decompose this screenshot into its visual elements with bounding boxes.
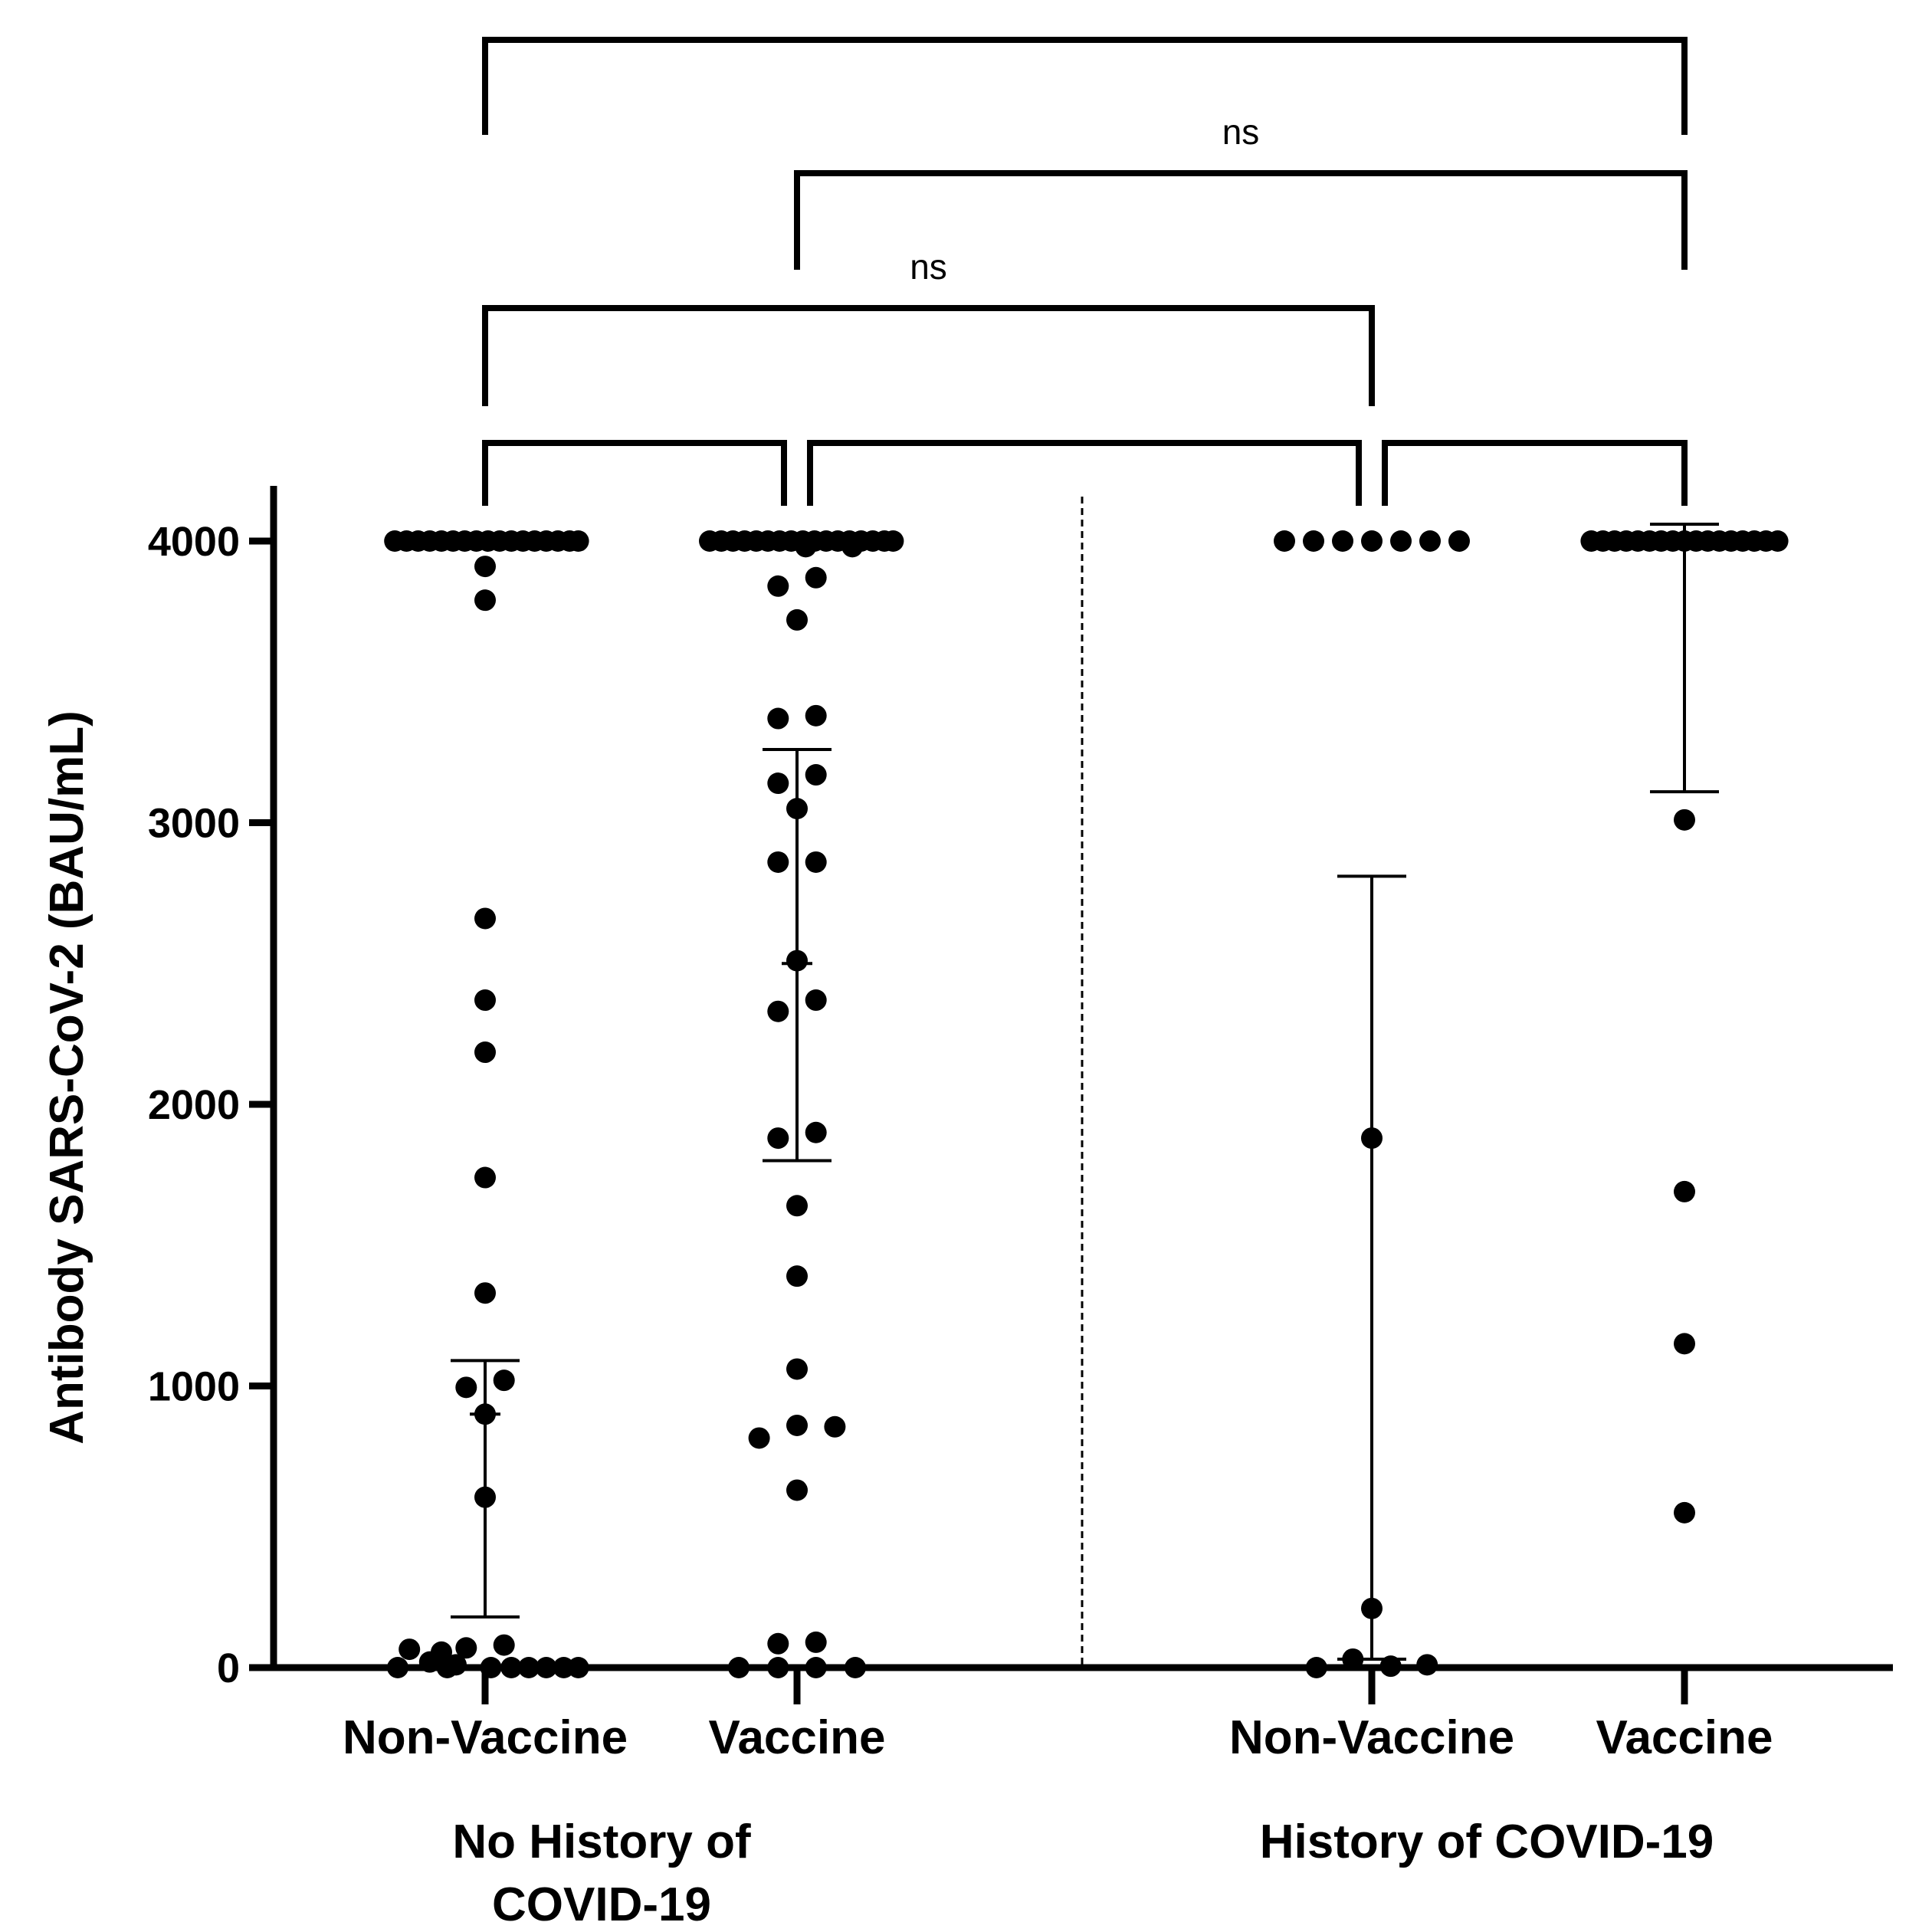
data-point bbox=[474, 1041, 496, 1064]
significance-label: ns bbox=[1222, 112, 1260, 152]
data-point bbox=[474, 1282, 496, 1304]
data-point bbox=[474, 589, 496, 612]
group-label: COVID-19 bbox=[492, 1878, 711, 1931]
data-point bbox=[767, 1127, 789, 1150]
data-point bbox=[786, 1265, 808, 1287]
data-point bbox=[1674, 1501, 1695, 1524]
category-label: Non-Vaccine bbox=[1229, 1711, 1514, 1764]
y-tick-label: 1000 bbox=[148, 1364, 240, 1410]
data-point bbox=[824, 1415, 846, 1438]
y-tick-label: 2000 bbox=[148, 1082, 240, 1128]
data-point bbox=[1303, 530, 1324, 552]
data-point bbox=[786, 1479, 808, 1501]
data-point bbox=[1766, 530, 1789, 552]
group-label: No History of bbox=[452, 1816, 751, 1868]
data-point bbox=[786, 950, 808, 972]
data-point bbox=[474, 1166, 496, 1189]
significance-brackets bbox=[482, 37, 1688, 506]
data-point bbox=[786, 608, 808, 631]
data-point bbox=[805, 764, 827, 786]
category-label: Vaccine bbox=[1596, 1711, 1773, 1764]
data-point bbox=[493, 1634, 515, 1656]
data-point bbox=[1419, 530, 1441, 552]
data-point bbox=[1448, 530, 1470, 552]
data-point bbox=[805, 704, 827, 727]
data-point bbox=[567, 530, 589, 552]
data-point bbox=[805, 566, 827, 589]
data-point bbox=[805, 851, 827, 873]
group-label: History of COVID-19 bbox=[1260, 1816, 1714, 1868]
data-point bbox=[399, 1638, 421, 1661]
comparison-bracket bbox=[807, 440, 1362, 506]
data-point bbox=[474, 1486, 496, 1508]
data-point bbox=[1361, 1127, 1383, 1150]
data-point bbox=[493, 1369, 515, 1392]
error-bars bbox=[451, 522, 1719, 1661]
data-point bbox=[474, 907, 496, 930]
data-point bbox=[1274, 530, 1295, 552]
data-point bbox=[786, 798, 808, 820]
data-point bbox=[767, 1000, 789, 1022]
comparison-bracket bbox=[482, 305, 1375, 406]
data-point bbox=[455, 1637, 477, 1659]
comparison-bracket bbox=[794, 170, 1688, 270]
comparison-bracket bbox=[1382, 440, 1688, 506]
data-point bbox=[882, 530, 904, 552]
data-point bbox=[1674, 809, 1695, 831]
data-point bbox=[748, 1427, 770, 1449]
data-point bbox=[767, 707, 789, 730]
data-point bbox=[767, 575, 789, 597]
axes bbox=[249, 486, 1893, 1704]
data-point bbox=[1390, 530, 1412, 552]
data-point bbox=[1674, 1333, 1695, 1355]
data-point bbox=[795, 536, 817, 558]
data-point bbox=[805, 989, 827, 1012]
data-point bbox=[1332, 530, 1353, 552]
data-point bbox=[767, 851, 789, 873]
data-point bbox=[767, 772, 789, 795]
data-point bbox=[455, 1376, 477, 1399]
data-point bbox=[474, 556, 496, 578]
category-label: Vaccine bbox=[709, 1711, 886, 1764]
data-point bbox=[805, 1631, 827, 1653]
data-points bbox=[384, 530, 1789, 1678]
data-point bbox=[1361, 1597, 1383, 1619]
significance-label: ns bbox=[910, 247, 947, 287]
y-tick-label: 3000 bbox=[148, 801, 240, 847]
data-point bbox=[786, 1414, 808, 1436]
data-point bbox=[767, 1632, 789, 1655]
data-point bbox=[786, 1358, 808, 1380]
data-point bbox=[1674, 1180, 1695, 1202]
data-point bbox=[786, 1195, 808, 1217]
comparison-bracket bbox=[482, 37, 1688, 135]
data-point bbox=[805, 1121, 827, 1143]
y-axis-title: Antibody SARS-CoV-2 (BAU/mL) bbox=[41, 710, 93, 1445]
labels: 0 1000 2000 3000 4000 Antibody SARS-CoV-2 (BA… bbox=[41, 112, 1773, 1931]
data-point bbox=[474, 1403, 496, 1425]
y-tick-label: 4000 bbox=[148, 519, 240, 565]
data-point bbox=[1361, 530, 1383, 552]
data-point bbox=[841, 536, 864, 558]
y-tick-label: 0 bbox=[217, 1645, 240, 1691]
category-label: Non-Vaccine bbox=[343, 1711, 628, 1764]
comparison-bracket bbox=[482, 440, 787, 506]
data-point bbox=[474, 989, 496, 1012]
